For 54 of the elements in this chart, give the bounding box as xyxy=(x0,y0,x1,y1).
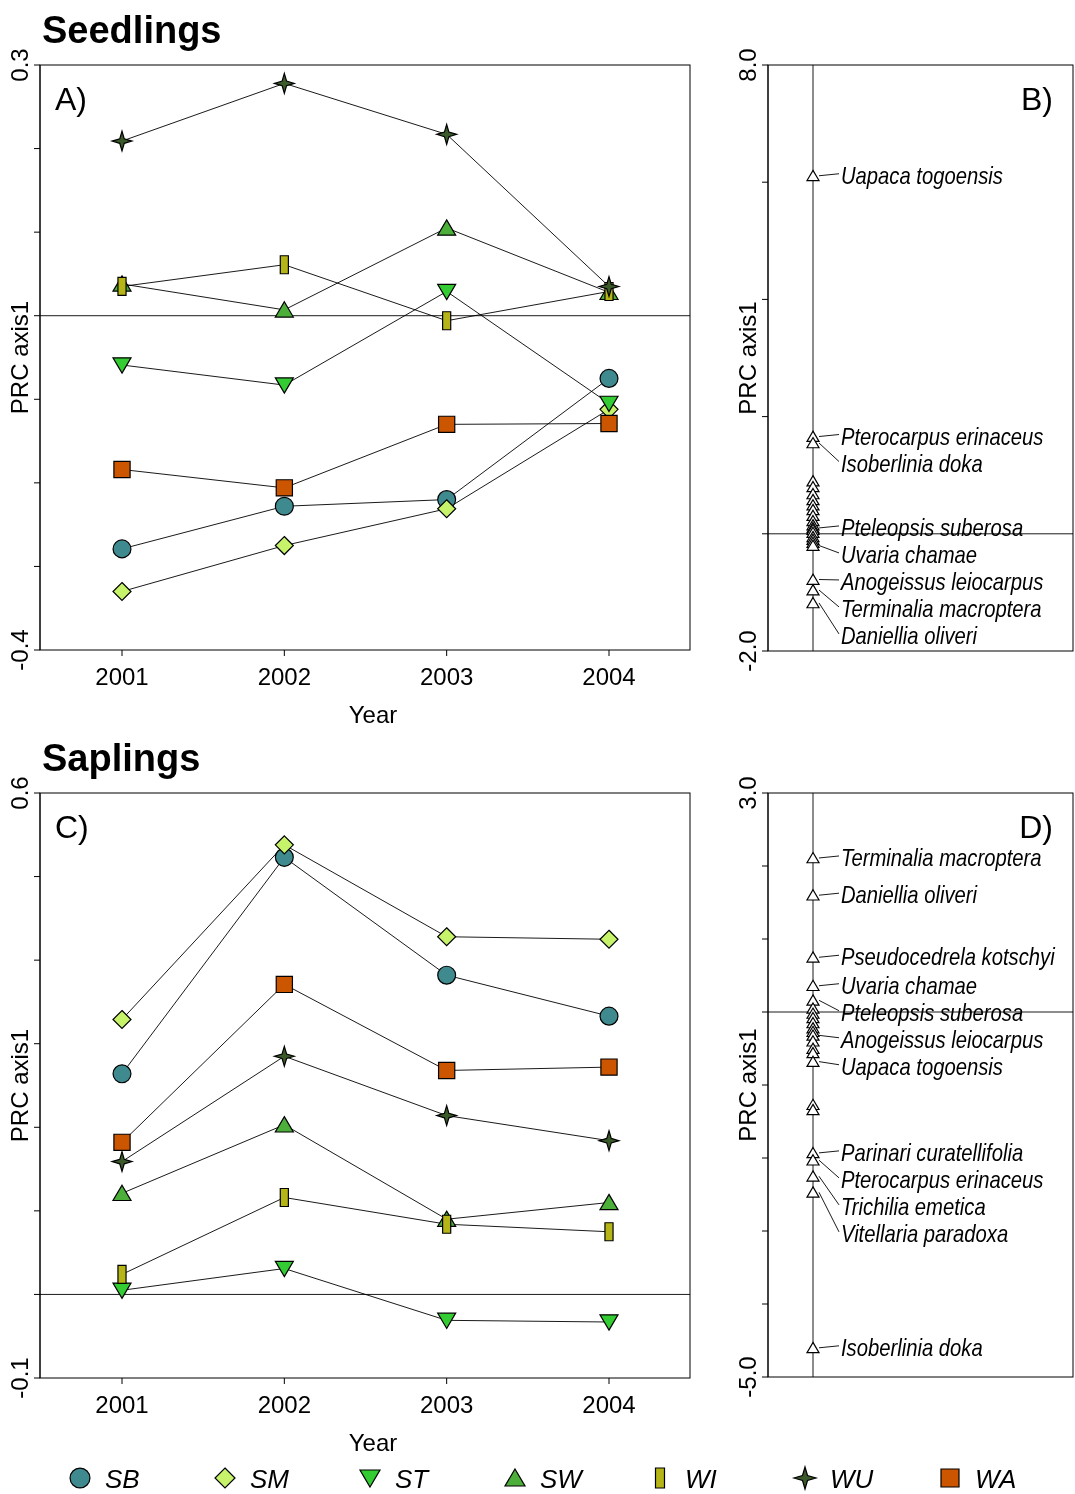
legend-label: SB xyxy=(105,1464,140,1494)
x-tick-label: 2003 xyxy=(419,1391,474,1418)
y-tick-label: 0.6 xyxy=(6,776,33,810)
legend-label: Pteleopsis suberosa xyxy=(841,999,1024,1027)
legend-label: WU xyxy=(830,1464,874,1494)
chart-title: Seedlings xyxy=(42,9,222,51)
y-tick-label: 8.0 xyxy=(734,48,761,82)
x-tick-label: 2003 xyxy=(419,663,474,690)
x-tick-label: 2001 xyxy=(95,1391,149,1418)
x-tick-label: 2002 xyxy=(257,663,312,690)
legend-label: Parinari curatellifolia xyxy=(841,1139,1024,1167)
y-tick-label: -2.0 xyxy=(734,630,761,672)
legend-label: ST xyxy=(395,1464,431,1494)
annotation: D) xyxy=(1019,809,1053,845)
legend-label: SW xyxy=(540,1464,585,1494)
legend-label: Anogeissus leiocarpus xyxy=(839,1026,1044,1054)
legend-label: WA xyxy=(975,1464,1017,1494)
legend-label: Uvaria chamae xyxy=(841,541,978,569)
legend-label: Terminalia macroptera xyxy=(841,844,1042,872)
legend-label: Pseudocedrela kotschyi xyxy=(841,944,1056,971)
legend-label: Pterocarpus erinaceus xyxy=(841,1166,1044,1194)
y-axis-title: PRC axis1 xyxy=(734,301,761,415)
legend-label: Isoberlinia doka xyxy=(841,1334,983,1362)
y-axis-title: PRC axis1 xyxy=(734,1028,761,1142)
legend-label: Daniellia oliveri xyxy=(841,881,979,909)
legend-label: WI xyxy=(685,1464,717,1494)
legend-label: Uvaria chamae xyxy=(841,972,978,1000)
legend-label: Isoberlinia doka xyxy=(841,450,983,477)
series-label: Daniellia oliveri xyxy=(841,622,979,650)
legend-label: Terminalia macroptera xyxy=(841,595,1042,623)
x-axis-title: Year xyxy=(348,701,398,728)
series-label: Vitellaria paradoxa xyxy=(841,1220,1009,1248)
y-tick-label: -5.0 xyxy=(734,1356,761,1398)
annotation: B) xyxy=(1021,81,1053,117)
legend-label: Anogeissus leiocarpus xyxy=(839,568,1044,596)
legend-label: SM xyxy=(250,1464,290,1494)
y-axis-title: PRC axis1 xyxy=(6,1028,33,1143)
legend-label: Uapaca togoensis xyxy=(841,162,1004,190)
legend-label: Trichilia emetica xyxy=(841,1193,986,1221)
x-tick-label: 2002 xyxy=(257,1391,312,1418)
y-tick-label: -0.1 xyxy=(6,1357,33,1399)
legend-label: Pterocarpus erinaceus xyxy=(841,423,1044,450)
y-axis-title: PRC axis1 xyxy=(6,300,33,415)
x-axis-title: Year xyxy=(348,1429,398,1456)
chart-title: Saplings xyxy=(42,737,201,779)
y-tick-label: -0.4 xyxy=(6,629,33,671)
x-tick-label: 2001 xyxy=(95,663,149,690)
x-tick-label: 2004 xyxy=(582,1391,636,1418)
x-tick-label: 2004 xyxy=(582,663,636,690)
annotation: A) xyxy=(55,81,87,117)
y-tick-label: 0.3 xyxy=(6,48,33,82)
legend-label: Uapaca togoensis xyxy=(841,1053,1004,1081)
annotation: C) xyxy=(55,809,89,845)
y-tick-label: 3.0 xyxy=(734,776,761,810)
